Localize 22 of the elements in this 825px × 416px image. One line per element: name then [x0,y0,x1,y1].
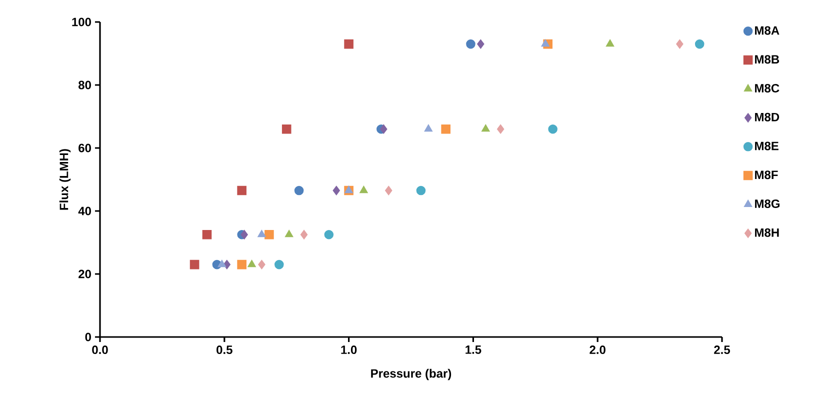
y-tick-label: 60 [78,144,91,152]
legend-label: M8G [755,199,780,208]
x-tick-label: 1.5 [466,346,482,354]
y-tick-label: 0 [85,332,91,342]
legend-label: M8H [755,228,779,237]
x-tick-label: 0.5 [216,346,232,354]
legend-label: M8C [755,84,780,92]
x-tick-label: 0.0 [92,346,108,354]
legend-label: M8E [755,142,778,150]
y-tick-label: 40 [78,206,91,216]
x-tick-label: 2.0 [590,346,606,354]
x-axis-title: Pressure (bar) [371,368,452,380]
legend-label: M8F [755,170,778,180]
x-tick-label: 2.5 [714,346,730,354]
legend-label: M8D [755,112,780,122]
y-tick-label: 20 [78,270,91,278]
legend-label: M8A [755,26,780,35]
y-tick-label: 100 [72,18,91,26]
y-tick-label: 80 [78,80,91,90]
legend-label: M8B [755,55,780,64]
y-axis-title: Flux (LMH) [59,149,71,210]
x-tick-label: 1.0 [341,346,357,354]
